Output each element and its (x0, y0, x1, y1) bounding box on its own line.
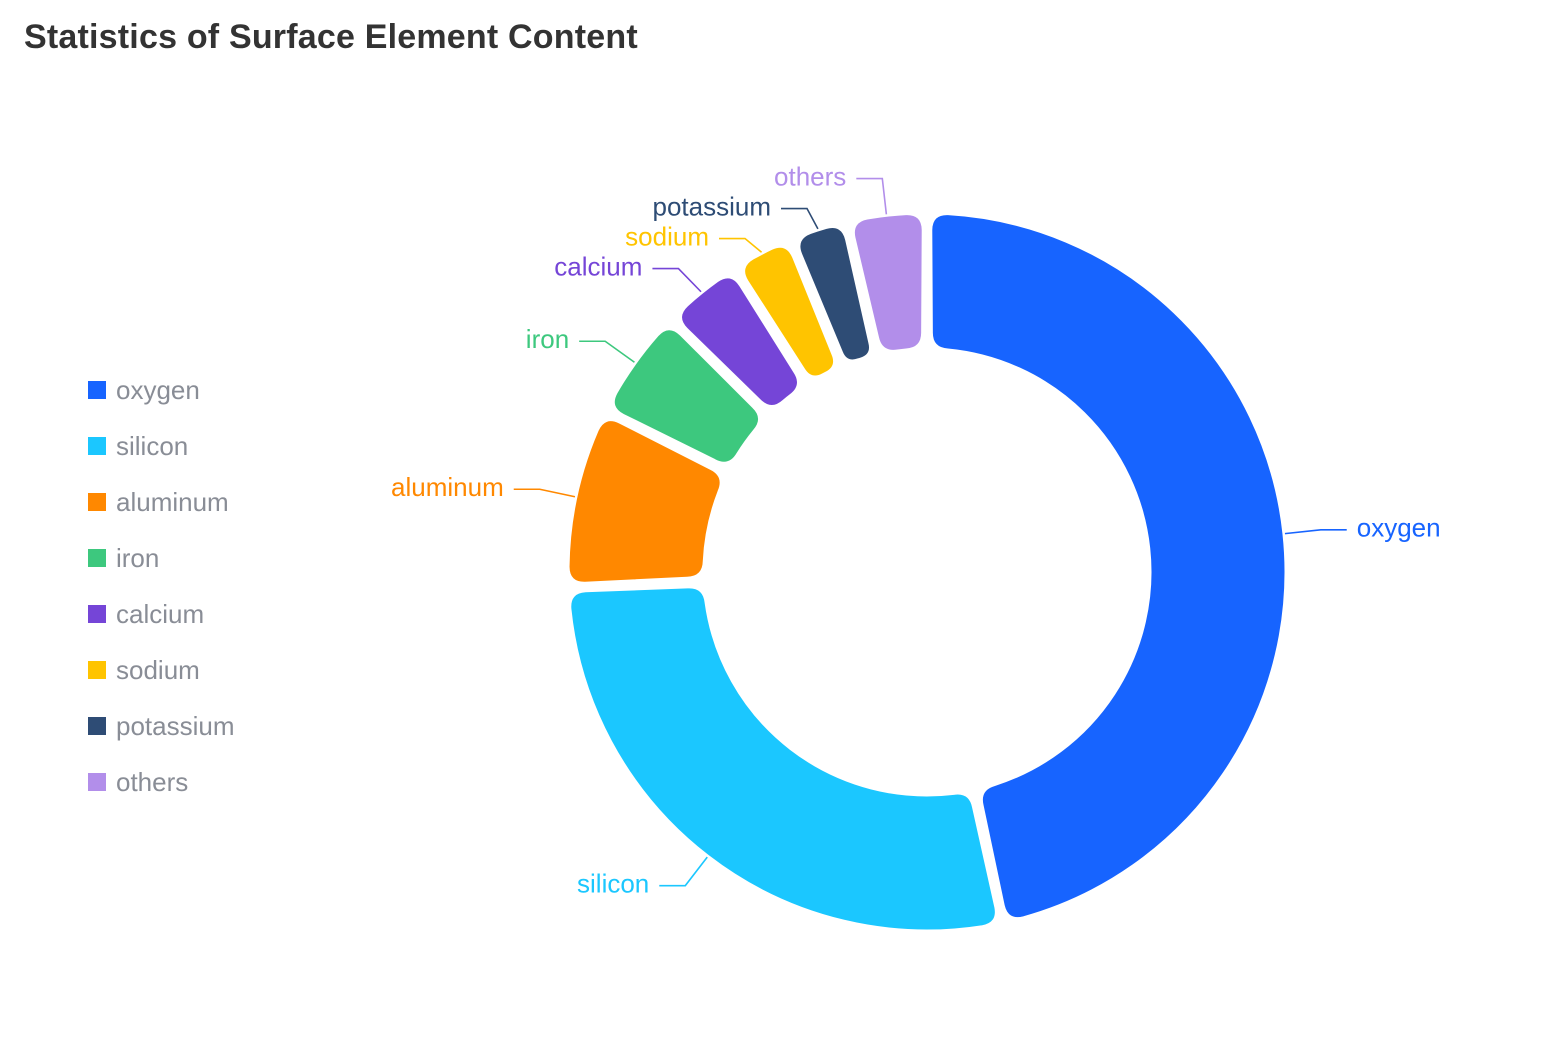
slice-label-silicon: silicon (577, 869, 649, 899)
legend-swatch-others (88, 773, 106, 791)
slice-label-aluminum: aluminum (391, 472, 504, 502)
slice-calcium[interactable] (681, 277, 798, 407)
slice-labels: oxygen silicon aluminum iron calciumsodiumpo… (391, 161, 1441, 898)
slice-label-iron: iron (526, 324, 569, 354)
slice-potassium[interactable] (799, 227, 871, 361)
legend-swatch-calcium (88, 605, 106, 623)
legend-label-iron: iron (116, 543, 160, 573)
legend-item-oxygen[interactable]: oxygen (88, 362, 235, 418)
legend-item-potassium[interactable]: potassium (88, 698, 235, 754)
legend: oxygen silicon aluminum iron calcium sodium po… (88, 362, 235, 810)
chart-title: Statistics of Surface Element Content (24, 18, 638, 56)
leader-line-iron (579, 340, 635, 363)
legend-swatch-potassium (88, 717, 106, 735)
legend-swatch-oxygen (88, 381, 106, 399)
legend-swatch-silicon (88, 437, 106, 455)
slices (568, 214, 1286, 931)
legend-swatch-sodium (88, 661, 106, 679)
slice-oxygen[interactable] (931, 214, 1286, 919)
slice-label-oxygen: oxygen (1357, 513, 1441, 543)
legend-item-sodium[interactable]: sodium (88, 642, 235, 698)
leader-lines (513, 177, 1347, 887)
leader-line-aluminum (513, 488, 576, 498)
legend-swatch-iron (88, 549, 106, 567)
leader-line-oxygen (1284, 528, 1347, 535)
leader-line-potassium (781, 207, 819, 230)
slice-aluminum[interactable] (568, 420, 721, 583)
legend-label-sodium: sodium (116, 655, 200, 685)
legend-item-silicon[interactable]: silicon (88, 418, 235, 474)
slice-others[interactable] (853, 214, 923, 351)
slice-iron[interactable] (613, 329, 760, 463)
legend-label-others: others (116, 767, 189, 797)
legend-item-others[interactable]: others (88, 754, 235, 810)
leader-line-calcium (652, 267, 702, 293)
legend-label-calcium: calcium (116, 599, 205, 629)
slice-label-others: others (774, 161, 846, 191)
legend-label-potassium: potassium (116, 711, 235, 741)
slice-label-calcium: calcium (554, 251, 642, 281)
leader-line-others (856, 177, 888, 215)
slice-label-potassium: potassium (653, 191, 772, 221)
legend-label-oxygen: oxygen (116, 375, 200, 405)
legend-label-aluminum: aluminum (116, 487, 229, 517)
legend-item-aluminum[interactable]: aluminum (88, 474, 235, 530)
legend-item-iron[interactable]: iron (88, 530, 235, 586)
legend-swatch-aluminum (88, 493, 106, 511)
leader-line-sodium (719, 237, 763, 253)
legend-item-calcium[interactable]: calcium (88, 586, 235, 642)
legend-label-silicon: silicon (116, 431, 189, 461)
leader-line-silicon (659, 856, 708, 887)
slice-silicon[interactable] (570, 587, 996, 931)
slice-sodium[interactable] (744, 246, 835, 377)
slice-label-sodium: sodium (625, 221, 709, 251)
